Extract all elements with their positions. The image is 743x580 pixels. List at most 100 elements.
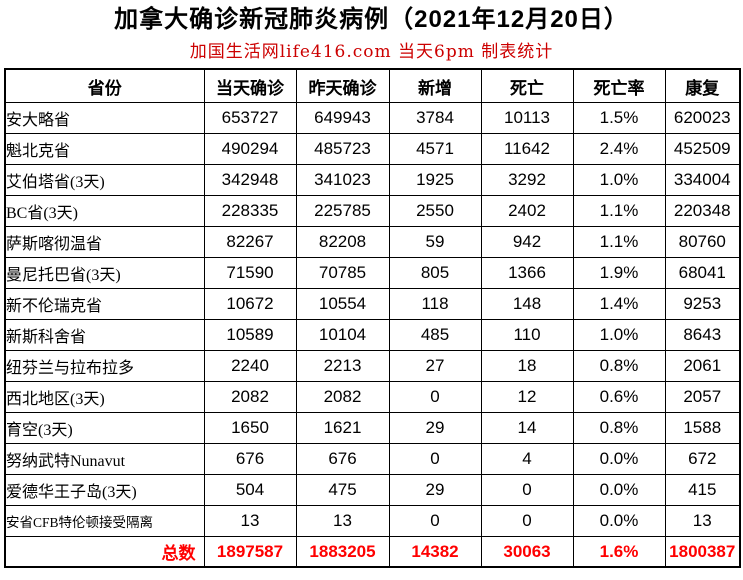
- total-row: 总数 1897587 1883205 14382 30063 1.6% 1800387: [4, 535, 741, 568]
- cell-value: 4: [480, 442, 574, 475]
- cell-value: 341023: [295, 163, 390, 196]
- table-row: 纽芬兰与拉布拉多 2240 2213 27 18 0.8% 2061: [4, 349, 741, 382]
- cell-value: 80760: [664, 225, 741, 258]
- cell-value: 0: [480, 504, 574, 537]
- cell-value: 0: [388, 442, 482, 475]
- cell-value: 12: [480, 380, 574, 413]
- cell-value: 676: [295, 442, 390, 475]
- cell-value: 3784: [388, 101, 482, 134]
- table-row: 新斯科舍省 10589 10104 485 110 1.0% 8643: [4, 318, 741, 351]
- cell-value: 14382: [388, 535, 482, 568]
- cell-value: 1883205: [295, 535, 390, 568]
- cell-value: 30063: [480, 535, 574, 568]
- cell-value: 0.8%: [572, 349, 666, 382]
- cell-value: 13: [664, 504, 741, 537]
- cell-value: 1621: [295, 411, 390, 444]
- province-name: 努纳武特Nunavut: [4, 442, 205, 475]
- table-row: 努纳武特Nunavut 676 676 0 4 0.0% 672: [4, 442, 741, 475]
- cell-value: 29: [388, 473, 482, 506]
- province-name: 纽芬兰与拉布拉多: [4, 349, 205, 382]
- cell-value: 18: [480, 349, 574, 382]
- cell-value: 490294: [203, 132, 297, 165]
- cell-value: 1588: [664, 411, 741, 444]
- cell-value: 653727: [203, 101, 297, 134]
- cell-value: 2082: [295, 380, 390, 413]
- cell-value: 11642: [480, 132, 574, 165]
- table-row: 魁北克省 490294 485723 4571 11642 2.4% 452509: [4, 132, 741, 165]
- cell-value: 485723: [295, 132, 390, 165]
- cell-value: 1.0%: [572, 163, 666, 196]
- cell-value: 2213: [295, 349, 390, 382]
- cell-value: 1366: [480, 256, 574, 289]
- cell-value: 0: [480, 473, 574, 506]
- cell-value: 0.8%: [572, 411, 666, 444]
- column-header: 死亡率: [572, 68, 666, 103]
- cell-value: 10589: [203, 318, 297, 351]
- cell-value: 2550: [388, 194, 482, 227]
- province-name: 新不伦瑞克省: [4, 287, 205, 320]
- table-row: 安省CFB特伦顿接受隔离 13 13 0 0 0.0% 13: [4, 504, 741, 537]
- table-row: 爱德华王子岛(3天) 504 475 29 0 0.0% 415: [4, 473, 741, 506]
- province-name: 魁北克省: [4, 132, 205, 165]
- cell-value: 0.6%: [572, 380, 666, 413]
- cell-value: 10554: [295, 287, 390, 320]
- cell-value: 118: [388, 287, 482, 320]
- column-header: 死亡: [480, 68, 574, 103]
- cell-value: 3292: [480, 163, 574, 196]
- cell-value: 2082: [203, 380, 297, 413]
- province-name: BC省(3天): [4, 194, 205, 227]
- table-row: BC省(3天) 228335 225785 2550 2402 1.1% 220348: [4, 194, 741, 227]
- province-name: 总数: [4, 535, 205, 568]
- cell-value: 452509: [664, 132, 741, 165]
- cell-value: 4571: [388, 132, 482, 165]
- cell-value: 676: [203, 442, 297, 475]
- cell-value: 1925: [388, 163, 482, 196]
- cell-value: 10104: [295, 318, 390, 351]
- cell-value: 10113: [480, 101, 574, 134]
- table-row: 萨斯喀彻温省 82267 82208 59 942 1.1% 80760: [4, 225, 741, 258]
- province-name: 曼尼托巴省(3天): [4, 256, 205, 289]
- table-row: 育空(3天) 1650 1621 29 14 0.8% 1588: [4, 411, 741, 444]
- cell-value: 504: [203, 473, 297, 506]
- table-row: 安大略省 653727 649943 3784 10113 1.5% 620023: [4, 101, 741, 134]
- cell-value: 59: [388, 225, 482, 258]
- cell-value: 0.0%: [572, 442, 666, 475]
- cell-value: 220348: [664, 194, 741, 227]
- cell-value: 1.9%: [572, 256, 666, 289]
- column-header: 新增: [388, 68, 482, 103]
- cell-value: 9253: [664, 287, 741, 320]
- cell-value: 1.5%: [572, 101, 666, 134]
- cell-value: 14: [480, 411, 574, 444]
- cell-value: 334004: [664, 163, 741, 196]
- cell-value: 70785: [295, 256, 390, 289]
- covid-stats-table: 省份 当天确诊 昨天确诊 新增 死亡 死亡率 康复 安大略省 653727 649943 3784…: [4, 68, 741, 569]
- cell-value: 649943: [295, 101, 390, 134]
- province-name: 艾伯塔省(3天): [4, 163, 205, 196]
- page-title: 加拿大确诊新冠肺炎病例（2021年12月20日）: [114, 6, 629, 33]
- cell-value: 0.0%: [572, 504, 666, 537]
- cell-value: 0: [388, 380, 482, 413]
- cell-value: 225785: [295, 194, 390, 227]
- cell-value: 1800387: [664, 535, 741, 568]
- cell-value: 1650: [203, 411, 297, 444]
- cell-value: 27: [388, 349, 482, 382]
- cell-value: 1.4%: [572, 287, 666, 320]
- cell-value: 1.0%: [572, 318, 666, 351]
- page-subtitle: 加国生活网life416.com 当天6pm 制表统计: [189, 41, 554, 62]
- cell-value: 71590: [203, 256, 297, 289]
- column-header: 昨天确诊: [295, 68, 390, 103]
- cell-value: 148: [480, 287, 574, 320]
- cell-value: 342948: [203, 163, 297, 196]
- cell-value: 672: [664, 442, 741, 475]
- cell-value: 1897587: [203, 535, 297, 568]
- header-row: 省份 当天确诊 昨天确诊 新增 死亡 死亡率 康复: [4, 68, 741, 103]
- cell-value: 2.4%: [572, 132, 666, 165]
- column-header: 省份: [4, 68, 205, 103]
- cell-value: 2061: [664, 349, 741, 382]
- column-header: 康复: [664, 68, 741, 103]
- cell-value: 68041: [664, 256, 741, 289]
- province-name: 爱德华王子岛(3天): [4, 473, 205, 506]
- cell-value: 1.1%: [572, 194, 666, 227]
- column-header: 当天确诊: [203, 68, 297, 103]
